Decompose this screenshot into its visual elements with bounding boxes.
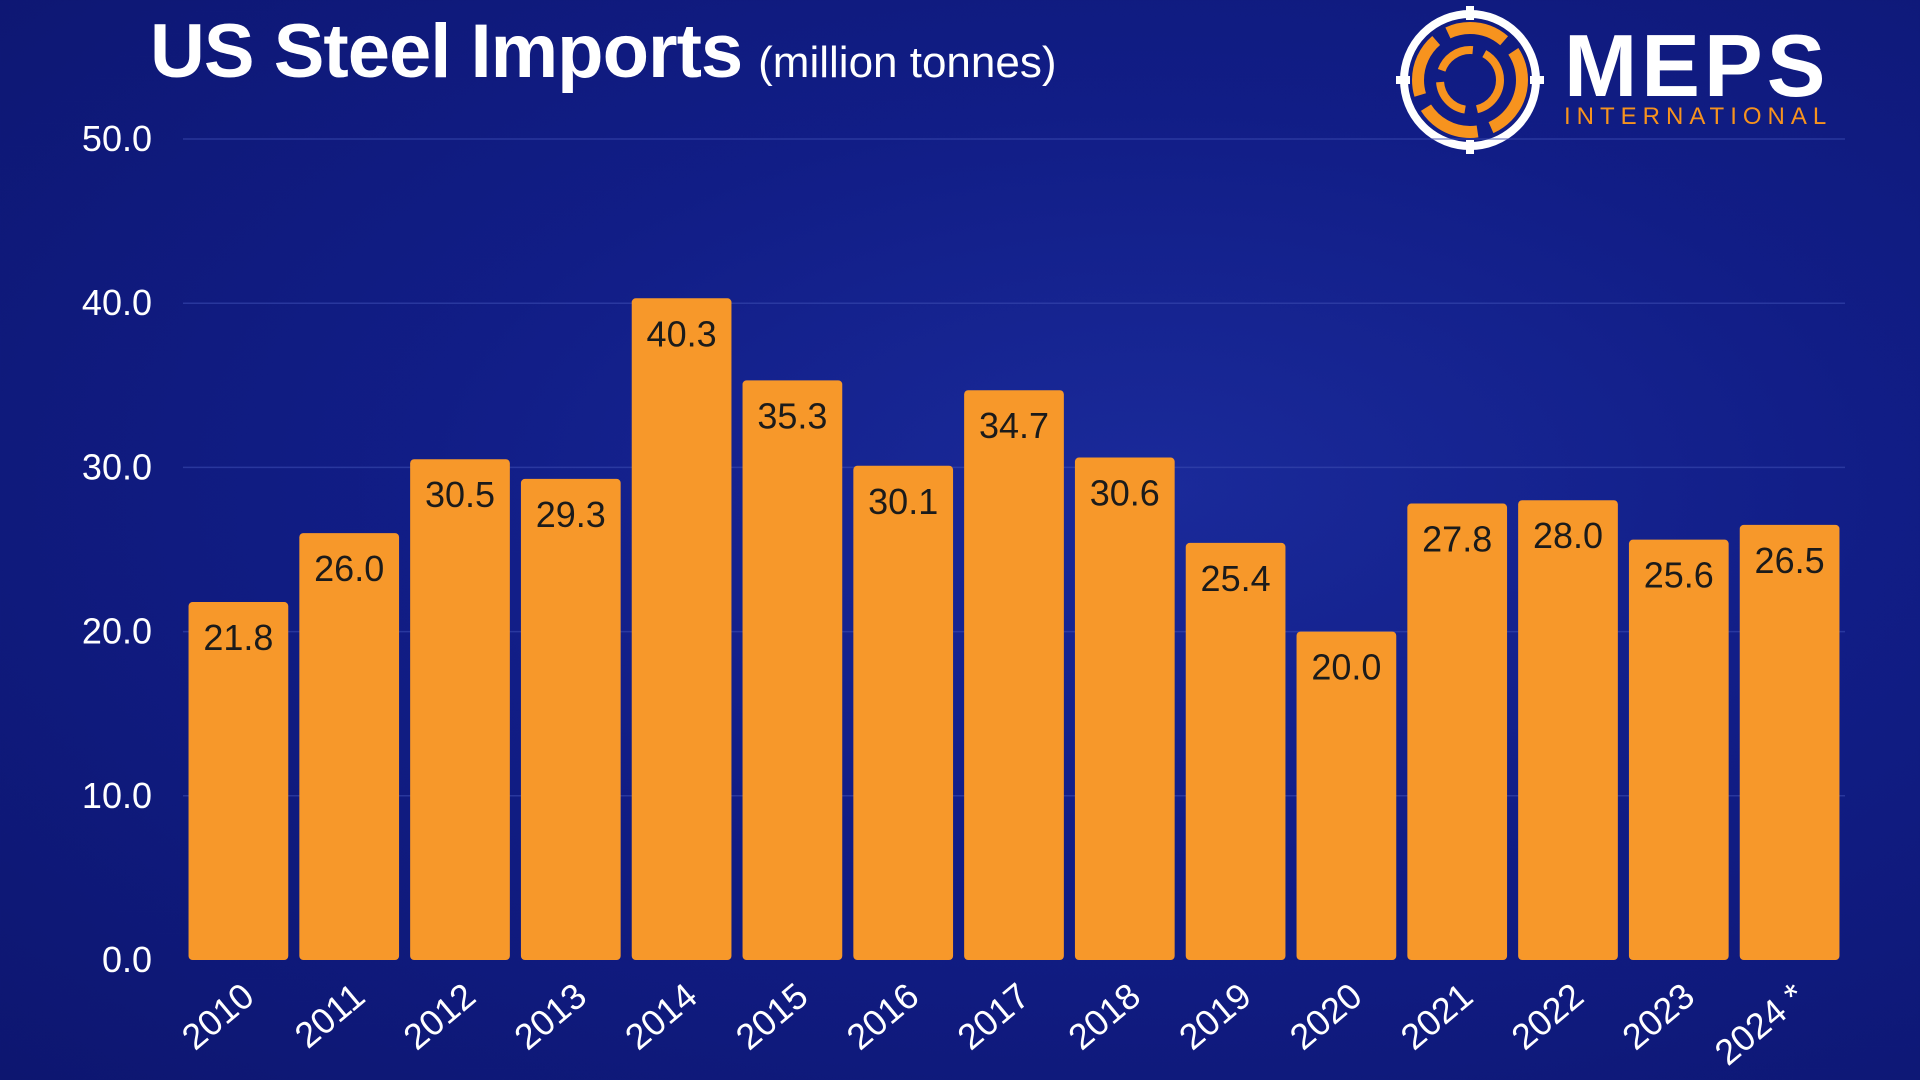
meps-logo: MEPS INTERNATIONAL (1396, 6, 1920, 156)
y-tick-label: 20.0 (82, 611, 152, 652)
logo-tagline: INTERNATIONAL (1564, 103, 1833, 130)
x-tick-label: 2017 (949, 975, 1037, 1058)
x-tick-label: 2019 (1171, 975, 1259, 1058)
bar-2019 (1185, 542, 1286, 960)
y-tick-label: 10.0 (82, 775, 152, 816)
chart-subtitle: (million tonnes) (758, 38, 1057, 87)
x-tick-label: 2016 (839, 975, 927, 1058)
bar-2011 (299, 533, 400, 960)
bar-2012 (410, 459, 510, 960)
data-label: 27.8 (1422, 519, 1492, 560)
bar-2017 (964, 390, 1064, 960)
data-label: 21.8 (203, 617, 273, 658)
data-label: 35.3 (757, 395, 827, 436)
y-tick-label: 40.0 (82, 282, 152, 323)
x-tick-label: 2015 (728, 975, 816, 1058)
data-label: 30.1 (868, 481, 938, 522)
bar-2013 (520, 478, 621, 960)
x-tick-label: 2014 (617, 975, 705, 1058)
data-label: 20.0 (1311, 647, 1381, 688)
logo-name: MEPS (1564, 16, 1830, 115)
y-tick-label: 50.0 (82, 118, 152, 159)
chart-title: US Steel Imports (150, 9, 743, 94)
x-tick-label: 2012 (395, 975, 483, 1058)
bar-2023 (1628, 539, 1729, 960)
bar-2014 (631, 298, 732, 960)
x-tick-label: 2013 (506, 975, 594, 1058)
data-label: 30.6 (1090, 473, 1160, 514)
x-tick-label: 2024 * (1707, 975, 1813, 1073)
data-label: 28.0 (1533, 515, 1603, 556)
bar-2021 (1407, 503, 1508, 960)
meps-ring-icon (1396, 6, 1544, 154)
bar-2022 (1518, 500, 1618, 960)
bar-2020 (1296, 631, 1397, 960)
bar-2010 (188, 602, 289, 960)
data-label: 25.4 (1201, 558, 1271, 599)
data-label: 25.6 (1644, 555, 1714, 596)
data-label: 26.0 (314, 548, 384, 589)
x-tick-label: 2021 (1393, 975, 1481, 1058)
y-tick-label: 0.0 (102, 939, 152, 980)
x-tick-label: 2023 (1614, 975, 1702, 1058)
bar-2024 (1739, 524, 1840, 960)
x-tick-label: 2022 (1503, 975, 1591, 1058)
bar-2015 (742, 380, 843, 960)
bar-2016 (853, 465, 954, 960)
data-label: 34.7 (979, 405, 1049, 446)
y-tick-label: 30.0 (82, 446, 152, 487)
x-tick-label: 2010 (174, 975, 262, 1058)
chart-title-group: US Steel Imports (million tonnes) (150, 8, 1057, 95)
data-label: 30.5 (425, 474, 495, 515)
x-tick-label: 2020 (1282, 975, 1370, 1058)
x-tick-label: 2011 (287, 975, 373, 1056)
bar-2018 (1074, 457, 1175, 960)
x-tick-label: 2018 (1060, 975, 1148, 1058)
data-label: 26.5 (1755, 540, 1825, 581)
data-label: 29.3 (536, 494, 606, 535)
data-label: 40.3 (647, 313, 717, 354)
